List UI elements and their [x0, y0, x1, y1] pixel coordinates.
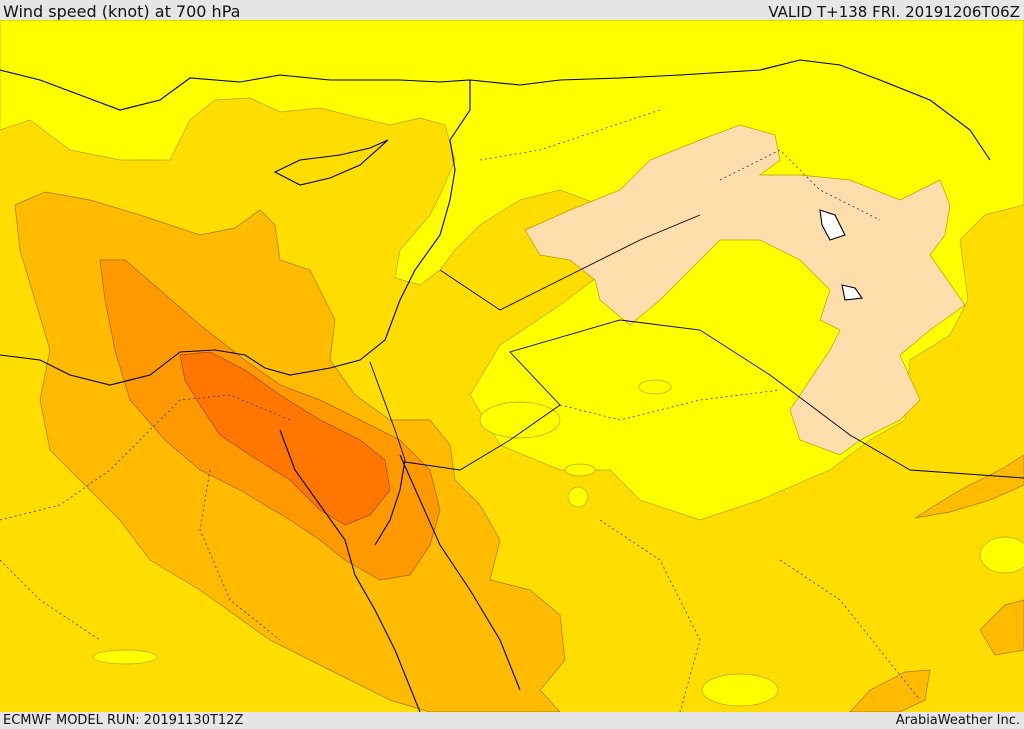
wind-speed-map	[0, 20, 1024, 712]
header-bar: Wind speed (knot) at 700 hPa VALID T+138…	[0, 0, 1024, 21]
wind-zone-core-max	[179, 351, 391, 526]
coastlines	[0, 59, 991, 712]
wind-patch	[92, 649, 158, 665]
wind-patch	[564, 463, 596, 477]
wind-patch	[701, 673, 779, 707]
wind-patch	[479, 401, 561, 439]
map-title: Wind speed (knot) at 700 hPa	[3, 2, 241, 21]
model-run-label: ECMWF MODEL RUN: 20191130T12Z	[3, 713, 244, 728]
wind-zone-south-moderate	[849, 669, 931, 712]
wind-zone-east-moderate	[914, 454, 1024, 519]
wind-patch	[638, 379, 672, 395]
wind-zone-southeast-moderate	[979, 599, 1024, 656]
credit-label: ArabiaWeather Inc.	[895, 713, 1020, 728]
calm-zone	[524, 124, 966, 456]
province-boundaries	[0, 109, 921, 712]
footer-bar: ECMWF MODEL RUN: 20191130T12Z ArabiaWeat…	[0, 712, 1024, 729]
wind-patch	[567, 486, 589, 508]
borders	[369, 214, 1024, 479]
wind-patch	[979, 536, 1024, 574]
valid-time: VALID T+138 FRI. 20191206T06Z	[768, 3, 1020, 21]
